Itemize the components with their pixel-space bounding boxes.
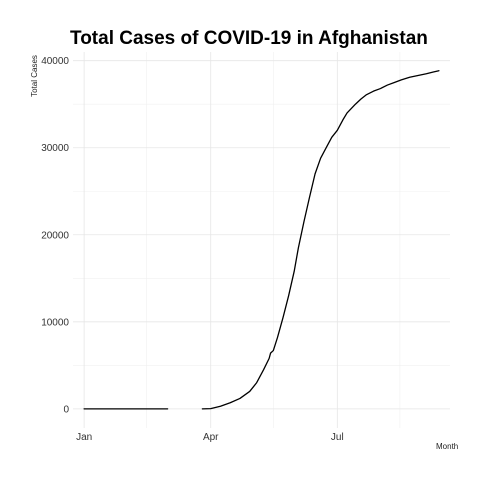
y-tick-label: 40000: [41, 56, 69, 67]
y-tick-label: 20000: [41, 230, 69, 241]
series-layer: [83, 70, 440, 410]
chart-title: Total Cases of COVID-19 in Afghanistan: [70, 28, 428, 49]
grid-layer: [73, 52, 450, 428]
y-tick-label: 0: [63, 404, 69, 415]
x-tick-label: Apr: [203, 432, 219, 443]
series-line-segment: [201, 70, 440, 410]
tick-label-layer: 0 10000 20000 30000 40000 Jan Apr Jul: [41, 56, 344, 443]
y-axis-title: Total Cases: [30, 55, 39, 97]
y-tick-label: 30000: [41, 143, 69, 154]
x-tick-label: Jul: [331, 432, 344, 443]
y-tick-label: 10000: [41, 317, 69, 328]
x-tick-label: Jan: [76, 432, 92, 443]
x-axis-title: Month: [436, 442, 458, 451]
